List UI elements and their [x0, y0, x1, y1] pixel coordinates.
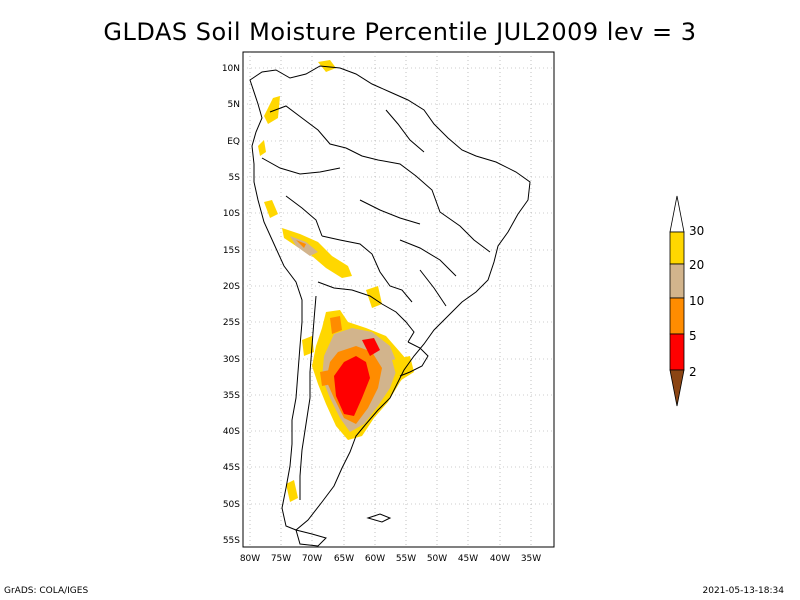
percentile-shading [258, 60, 414, 502]
region-yellow-peru [264, 200, 278, 218]
footer-timestamp: 2021-05-13-18:34 [702, 586, 785, 596]
lat-label-40s: 40S [223, 427, 240, 437]
region-orange-andes [296, 240, 306, 248]
colorbar-arrow-top [669, 195, 685, 233]
border-brazil-interior-3 [419, 269, 447, 307]
region-yellow-uruguay [392, 356, 414, 382]
lat-label-5n: 5N [228, 100, 240, 110]
lon-label-70w: 70W [302, 554, 322, 564]
lon-label-50w: 50W [427, 554, 447, 564]
footer-credit: GrADS: COLA/IGES [4, 586, 89, 596]
colorbar-label-20: 20 [689, 258, 704, 272]
colorbar-label-30: 30 [689, 224, 704, 238]
colorbar-box-20-30 [669, 231, 685, 265]
lon-tick-labels: 80W 75W 70W 65W 60W 55W 50W 45W 40W 35W [240, 554, 541, 564]
coastline-borders [249, 65, 531, 547]
border-brazil-bolivia [321, 235, 413, 303]
colorbar-box-2-5 [669, 333, 685, 371]
border-brazil-interior-1 [359, 199, 421, 225]
border-argentina-chile [299, 295, 317, 500]
colorbar-arrow-bottom [669, 369, 685, 407]
border-uruguay [399, 341, 429, 377]
region-yellow-chile [302, 336, 314, 356]
border-peru-brazil [285, 195, 323, 237]
colorbar-box-10-20 [669, 263, 685, 299]
region-red-argentina [334, 356, 370, 416]
region-yellow-bolivia [366, 286, 382, 308]
colorbar-labels: 30 20 10 5 2 [689, 224, 704, 379]
tierra-del-fuego [295, 529, 327, 547]
colorbar-label-2: 2 [689, 365, 697, 379]
border-paraguay [381, 303, 415, 343]
region-yellow-andes [282, 228, 352, 278]
region-yellow-colombia [264, 96, 280, 124]
lon-label-80w: 80W [240, 554, 260, 564]
region-orange-mendoza [320, 370, 332, 386]
lon-label-75w: 75W [271, 554, 291, 564]
colorbar [669, 195, 685, 407]
colorbar-box-5-10 [669, 297, 685, 335]
lat-label-10n: 10N [222, 64, 240, 74]
map-title: GLDAS Soil Moisture Percentile JUL2009 l… [103, 18, 697, 46]
lat-label-45s: 45S [223, 463, 240, 473]
border-guianas [385, 109, 425, 153]
border-colombia-peru [261, 157, 341, 175]
border-bolivia-argentina [317, 281, 383, 305]
gridlines [243, 52, 554, 547]
lat-label-20s: 20S [223, 282, 240, 292]
border-brazil-north [345, 147, 441, 213]
lat-label-35s: 35S [223, 391, 240, 401]
lat-label-25s: 25S [223, 318, 240, 328]
lon-label-40w: 40W [490, 554, 510, 564]
border-brazil-states [439, 211, 491, 253]
border-brazil-interior-2 [399, 239, 457, 277]
region-red-north [362, 338, 380, 356]
colorbar-label-10: 10 [689, 294, 704, 308]
region-yellow-north [318, 60, 336, 72]
region-yellow-patagonia [286, 480, 298, 502]
map-frame [242, 51, 555, 548]
region-orange-north [330, 316, 342, 334]
falklands [366, 513, 392, 523]
lon-label-55w: 55W [396, 554, 416, 564]
lat-tick-labels: 10N 5N EQ 5S 10S 15S 20S 25S 30S 35S 40S… [222, 64, 240, 546]
border-colombia-venezuela [269, 105, 347, 149]
lat-label-50s: 50S [223, 500, 240, 510]
lon-label-65w: 65W [334, 554, 354, 564]
lat-label-55s: 55S [223, 536, 240, 546]
lat-label-5s: 5S [229, 173, 241, 183]
lat-label-eq: EQ [227, 137, 240, 147]
lat-label-30s: 30S [223, 355, 240, 365]
continent-outline [249, 65, 531, 531]
region-yellow-ecuador [258, 140, 266, 156]
lon-label-35w: 35W [521, 554, 541, 564]
colorbar-label-5: 5 [689, 329, 697, 343]
lat-label-15s: 15S [223, 246, 240, 256]
lon-label-45w: 45W [458, 554, 478, 564]
lat-label-10s: 10S [223, 209, 240, 219]
lon-label-60w: 60W [365, 554, 385, 564]
